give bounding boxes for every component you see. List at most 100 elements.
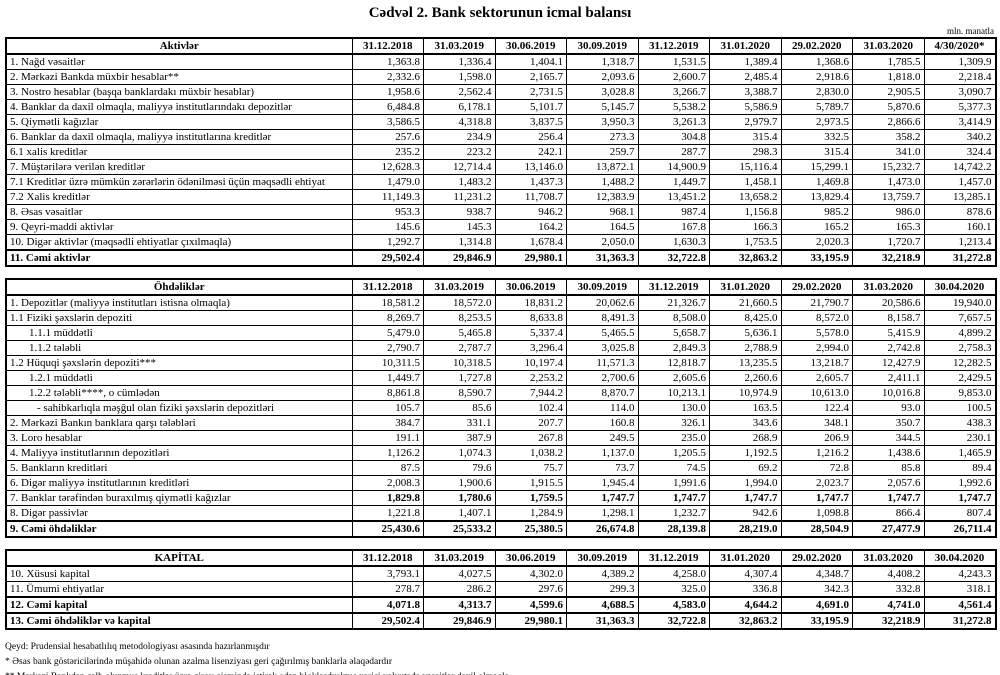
row-value: 1,598.0 (423, 69, 496, 85)
row-value: 10,016.8 (852, 385, 925, 401)
row-value: 163.5 (709, 400, 782, 416)
row-value: 13,759.7 (852, 189, 925, 205)
row-value: 8,253.5 (423, 310, 496, 326)
row-value: 28,219.0 (709, 520, 782, 538)
row-value: 69.2 (709, 460, 782, 476)
row-label: 6. Digər maliyyə institutlarının kreditl… (5, 475, 353, 491)
row-value: 2,260.6 (709, 370, 782, 386)
table-row: 13. Cəmi öhdəliklər və kapital 29,502.4 29… (5, 612, 996, 630)
row-value: 325.0 (637, 581, 710, 598)
row-value: 268.9 (709, 430, 782, 446)
row-value: 2,600.7 (637, 69, 710, 85)
row-value: 315.4 (780, 144, 853, 160)
row-value: 942.6 (709, 505, 782, 522)
row-value: 1,747.7 (852, 490, 925, 506)
row-value: 332.5 (780, 129, 853, 145)
row-label: 7.1 Kreditlər üzrə mümkün zərərlərin ödə… (5, 174, 353, 190)
row-value: 1,727.8 (423, 370, 496, 386)
row-value: 350.7 (852, 415, 925, 431)
row-value: 13,235.5 (709, 355, 782, 371)
row-value: 4,408.2 (852, 565, 925, 582)
row-value: 13,218.7 (780, 355, 853, 371)
row-value: 358.2 (852, 129, 925, 145)
row-value: 3,090.7 (923, 84, 996, 100)
table-row: 1.2.2 tələbli****, o cümlədən 8,861.8 8,59… (5, 385, 996, 401)
table-row: 6.1 xalis kreditlər 235.2 223.2 242.1 259.7 2… (5, 144, 996, 160)
row-value: 4,318.8 (423, 114, 496, 130)
row-value: 2,731.5 (494, 84, 567, 100)
row-value: 31,272.8 (923, 249, 996, 267)
table-row: 5. Qiymətli kağızlar 3,586.5 4,318.8 3,837.… (5, 114, 996, 130)
row-value: 332.8 (852, 581, 925, 598)
row-value: 968.1 (566, 204, 639, 220)
row-value: 73.7 (566, 460, 639, 476)
row-label: 1. Nağd vəsaitlər (5, 53, 353, 70)
row-value: 20,062.6 (566, 294, 639, 311)
row-value: 2,787.7 (423, 340, 496, 356)
row-value: 2,218.4 (923, 69, 996, 85)
row-value: 4,348.7 (780, 565, 853, 582)
row-value: 298.3 (709, 144, 782, 160)
row-value: 1,284.9 (494, 505, 567, 522)
row-value: 29,980.1 (494, 612, 567, 630)
row-value: 2,020.3 (780, 234, 853, 251)
table-row: 9. Qeyri-maddi aktivlər 145.6 145.3 164.2 16… (5, 219, 996, 235)
row-label: 7.2 Xalis kreditlər (5, 189, 353, 205)
table-row: 11. Ümumi ehtiyatlar 278.7 286.2 297.6 299.3… (5, 581, 996, 598)
row-value: 1,126.2 (351, 445, 424, 461)
footnotes: Qeyd: Prudensial hesabatlılıq metodologi… (5, 641, 995, 675)
row-value: 315.4 (709, 129, 782, 145)
row-value: 18,572.0 (423, 294, 496, 311)
capital-col-header-2: 30.06.2019 (494, 549, 567, 567)
liabilities-section-title: Öhdəliklər (5, 278, 353, 296)
row-value: 145.3 (423, 219, 496, 235)
row-value: 13,829.4 (780, 189, 853, 205)
row-value: 32,863.2 (709, 249, 782, 267)
row-value: 102.4 (494, 400, 567, 416)
row-value: 2,562.4 (423, 84, 496, 100)
row-label: 5. Bankların kreditləri (5, 460, 353, 476)
liabilities-col-header-7: 31.03.2020 (852, 278, 925, 296)
row-value: 1,205.5 (637, 445, 710, 461)
row-value: 10,613.0 (780, 385, 853, 401)
row-label: 1.2.2 tələbli****, o cümlədən (5, 385, 353, 401)
table-row: 3. Loro hesablar 191.1 387.9 267.8 249.5 235.… (5, 430, 996, 446)
row-value: 1,438.6 (852, 445, 925, 461)
row-value: 1,483.2 (423, 174, 496, 190)
assets-col-header-0: 31.12.2018 (351, 37, 424, 55)
row-value: 207.7 (494, 415, 567, 431)
row-value: 5,377.3 (923, 99, 996, 115)
row-value: 14,742.2 (923, 159, 996, 175)
row-value: 4,688.5 (566, 596, 639, 614)
assets-col-header-1: 31.03.2019 (423, 37, 496, 55)
row-value: 8,861.8 (351, 385, 424, 401)
row-value: 5,479.0 (351, 325, 424, 341)
table-row: 2. Mərkəzi Bankda müxbir hesablar** 2,332… (5, 69, 996, 85)
row-value: 3,261.3 (637, 114, 710, 130)
row-value: 1,407.1 (423, 505, 496, 522)
assets-col-header-8: 4/30/2020* (923, 37, 996, 55)
row-value: 2,253.2 (494, 370, 567, 386)
row-value: 1,216.2 (780, 445, 853, 461)
row-value: 8,870.7 (566, 385, 639, 401)
row-value: 866.4 (852, 505, 925, 522)
row-value: 10,974.9 (709, 385, 782, 401)
row-value: 13,658.2 (709, 189, 782, 205)
row-value: 4,561.4 (923, 596, 996, 614)
table-row: 4. Banklar da daxil olmaqla, maliyyə ins… (5, 99, 996, 115)
row-label: 8. Əsas vəsaitlər (5, 204, 353, 220)
row-value: 341.0 (852, 144, 925, 160)
row-value: 8,590.7 (423, 385, 496, 401)
row-label: 9. Qeyri-maddi aktivlər (5, 219, 353, 235)
table-row: 10. Xüsusi kapital 3,793.1 4,027.5 4,302.0 4… (5, 565, 996, 582)
row-value: 11,708.7 (494, 189, 567, 205)
row-value: 235.2 (351, 144, 424, 160)
row-value: 5,789.7 (780, 99, 853, 115)
row-value: 9,853.0 (923, 385, 996, 401)
row-value: 1,298.1 (566, 505, 639, 522)
assets-header-row: Aktivlər 31.12.2018 31.03.2019 30.06.2019 30… (5, 37, 996, 55)
row-label: 8. Digər passivlər (5, 505, 353, 522)
liabilities-col-header-8: 30.04.2020 (923, 278, 996, 296)
row-value: 1,531.5 (637, 53, 710, 70)
row-value: 384.7 (351, 415, 424, 431)
